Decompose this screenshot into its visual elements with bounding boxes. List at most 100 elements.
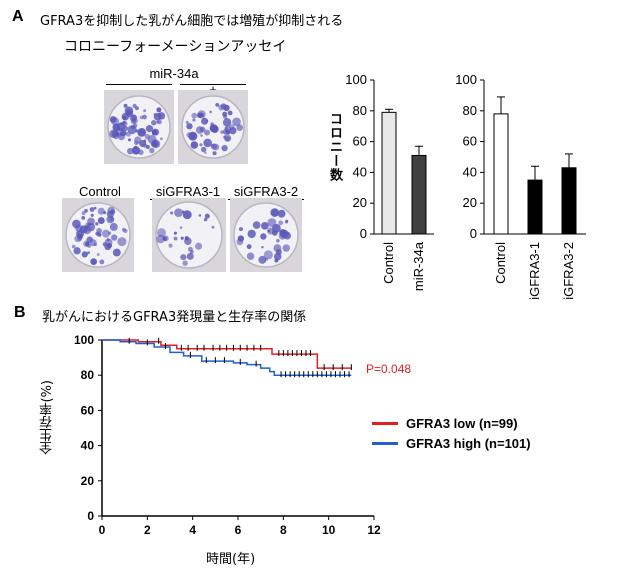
plate-control-colony (106, 215, 115, 224)
plate-plus-colony (191, 112, 198, 119)
plate-minus-colony (129, 114, 137, 122)
plate-minus-colony (140, 130, 144, 134)
bar (381, 111, 397, 235)
plate-sigfra3-1-colony (157, 228, 166, 238)
panel-b-label: B (14, 304, 26, 321)
plate-control-colony (93, 206, 97, 210)
plate-control-colony (82, 226, 92, 235)
plate-sigfra3-1-colony (162, 235, 169, 242)
plate-sigfra3-2-colony (236, 238, 244, 246)
plate-plus-colony (192, 118, 196, 122)
plate-minus-colony (145, 145, 150, 150)
plate-sigfra3-2-colony (263, 250, 273, 260)
panel-a-title: GFRA3を抑制した乳がん細胞では増殖が抑制される (40, 14, 344, 29)
plate-minus-colony (153, 112, 162, 121)
plate-minus-colony (131, 146, 141, 155)
plate-control-colony (84, 208, 88, 213)
plate-sigfra3-1-colony (179, 226, 183, 229)
plate-sigfra3-2-colony (261, 222, 269, 230)
plate-minus-colony (149, 147, 155, 154)
legend-label-low: GFRA3 low (n=99) (406, 416, 518, 431)
plate-minus-colony (134, 140, 139, 146)
plate-plus-colony (201, 117, 209, 125)
plate-sigfra3-2-colony (246, 244, 252, 250)
plate-plus-colony (203, 138, 212, 148)
plate-plus-colony (232, 117, 241, 127)
plate-sigfra3-2-colony (247, 229, 256, 239)
plate-plus-colony (204, 151, 207, 155)
x-tick-label: 8 (280, 523, 287, 537)
plate-minus-colony (109, 129, 118, 139)
plate-plus-colony (199, 143, 203, 147)
plate-control-colony (81, 211, 86, 216)
plate-minus-colony (157, 119, 162, 125)
plate-minus-colony (133, 145, 138, 150)
plate-control-colony (87, 251, 91, 255)
legend-item-high: GFRA3 high (n=101) (372, 436, 531, 451)
legend-swatch-high (372, 442, 398, 445)
plate-control-colony (97, 217, 105, 225)
plate-plus-colony (200, 146, 207, 153)
plate-plus-colony (220, 130, 224, 134)
plate-minus-colony (151, 140, 158, 148)
bar-chart-mir34a: 0 20 40 60 80 100 Control miR-34a (345, 72, 434, 291)
survival-chart: 0 20 40 60 80 100 0 2 4 6 8 10 12 (74, 333, 381, 537)
plate-minus-colony (144, 133, 151, 140)
plate-control-colony (89, 207, 95, 212)
legend-swatch-low (372, 422, 398, 425)
plate-control-colony (71, 244, 76, 249)
plate-sigfra3-1-colony (174, 208, 183, 218)
plate-plus-colony (236, 124, 244, 131)
plate-sigfra3-1-colony (190, 250, 194, 254)
plate-plus-colony (222, 111, 228, 117)
p-value-annotation: P=0.048 (366, 362, 412, 376)
plate-minus-colony (159, 137, 163, 141)
plate-sigfra3-1-colony (211, 225, 215, 229)
plate-sigfra3-2-colony (260, 233, 267, 240)
bar (561, 167, 577, 235)
plate-sigfra3-1-colony (182, 210, 192, 220)
plate-sigfra3-1-colony (182, 260, 188, 266)
plate-control-colony (95, 222, 99, 226)
x-tick-label: 2 (144, 523, 151, 537)
plate-sigfra3-1-colony (180, 236, 184, 240)
plate-plus-colony (212, 151, 217, 156)
plate-plus-colony (211, 144, 215, 148)
plate-control-colony (96, 253, 100, 256)
plate-sigfra3-2-colony (278, 220, 284, 226)
plate-minus-label: - (136, 82, 142, 97)
plate-sigfra3-1-colony (184, 236, 189, 241)
bar-chart-sigfra3: 0 20 40 60 80 100 Control siGFRA3-1 siGFRA3-2 (455, 72, 586, 300)
plate-plus-colony (209, 110, 212, 114)
plate-sigfra3-2-colony (276, 251, 280, 255)
survival-line-low (102, 339, 352, 369)
plate-minus-colony (122, 121, 128, 127)
plate-control-colony (77, 233, 83, 240)
plate-sigfra3-2-colony (252, 221, 261, 229)
panel-b-title: 乳がんにおけるGFRA3発現量と生存率の関係 (42, 310, 307, 325)
plate-control-colony (110, 209, 116, 215)
y-tick-label: 80 (81, 368, 95, 382)
plate-plus-colony (190, 141, 199, 149)
plate-plus-colony (223, 104, 230, 112)
plate-control-colony (123, 228, 128, 234)
plate-control-colony (101, 229, 110, 238)
plate-sigfra3-2-colony (238, 227, 244, 232)
plate-plus-colony (195, 126, 204, 134)
plate-plus-colony (229, 127, 237, 135)
category-label: miR-34a (411, 241, 426, 291)
y-tick-label: 20 (353, 195, 367, 210)
category-label: Control (493, 242, 508, 284)
y-tick-label: 100 (74, 333, 94, 347)
plate-minus-colony (156, 107, 162, 113)
plate-minus-colony (135, 152, 138, 155)
bar (411, 154, 427, 235)
plate-sigfra3-1-colony (170, 211, 174, 215)
y-tick-label: 60 (81, 403, 95, 417)
plate-minus-colony (134, 106, 139, 111)
plate-plus-colony (188, 132, 197, 141)
plate-control-colony (81, 251, 88, 258)
plate-sigfra3-2-colony (277, 209, 286, 218)
plate-control-colony (108, 231, 112, 235)
plate-minus-colony (126, 147, 134, 155)
